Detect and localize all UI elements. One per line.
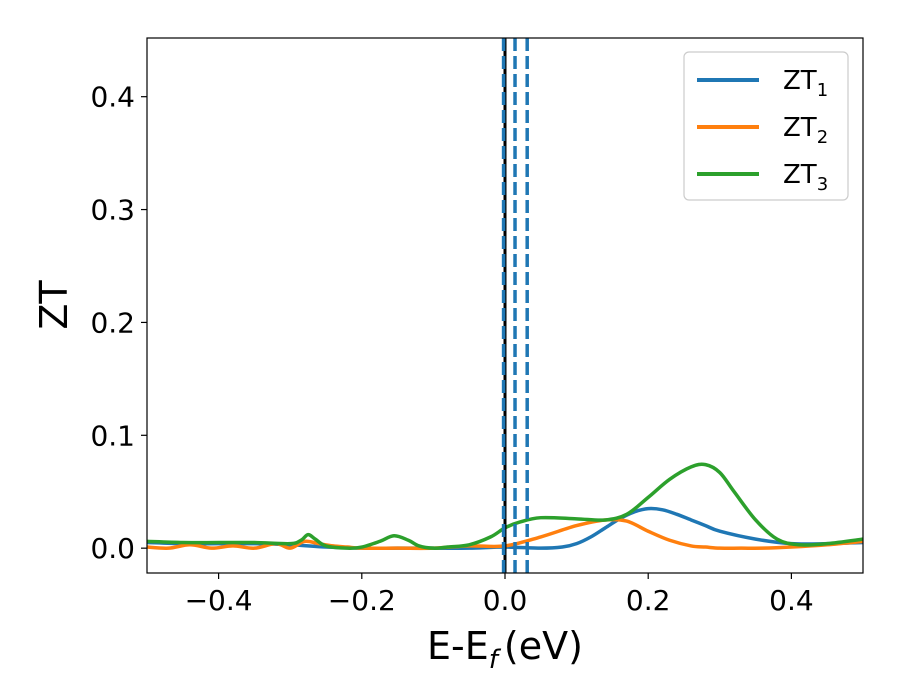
series-line-zt3	[147, 462, 863, 550]
x-tick-label: 0.4	[769, 584, 814, 617]
x-axis-label: E-Ef (eV)	[427, 624, 583, 675]
x-tick-label: 0.2	[626, 584, 671, 617]
legend-box	[683, 51, 849, 201]
y-tick-label: 0.4	[90, 81, 135, 114]
x-tick-label: −0.2	[328, 584, 396, 617]
legend-item-zt1: ZT1	[697, 66, 828, 101]
y-tick-label: 0.2	[90, 306, 135, 339]
legend-label: ZT3	[783, 160, 828, 195]
x-tick-label: −0.4	[185, 584, 253, 617]
series-line-zt1	[147, 506, 863, 551]
legend-item-zt3: ZT3	[697, 160, 828, 195]
y-tick-label: 0.1	[90, 419, 135, 452]
legend-label: ZT2	[783, 113, 828, 148]
x-tick-label: 0.0	[483, 584, 528, 617]
plot-area	[147, 38, 863, 573]
y-tick-label: 0.0	[90, 532, 135, 565]
y-tick-label: 0.3	[90, 194, 135, 227]
legend-label: ZT1	[783, 66, 828, 101]
legend: ZT1 ZT2 ZT3	[683, 51, 849, 201]
y-axis-label: ZT	[32, 280, 76, 330]
legend-item-zt2: ZT2	[697, 113, 828, 148]
